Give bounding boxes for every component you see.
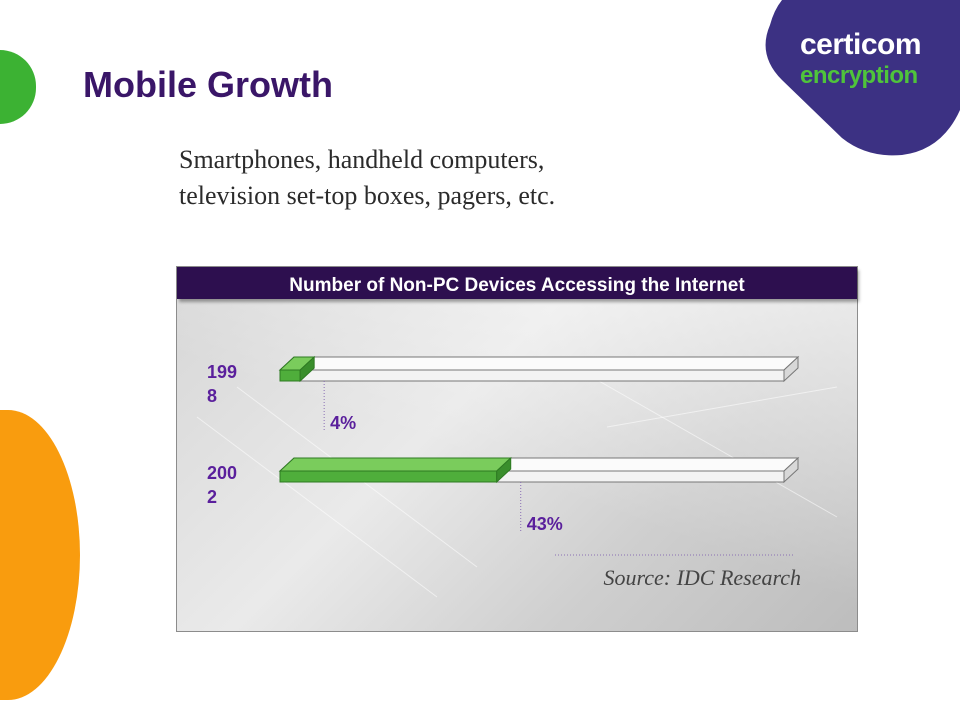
- data-label: 43%: [527, 514, 563, 534]
- category-label: 2: [207, 487, 217, 507]
- bar-track-top: [278, 356, 800, 371]
- bar-end: [496, 456, 512, 484]
- green-accent-shape: [0, 50, 36, 124]
- bar-end: [299, 355, 315, 383]
- bar: [279, 470, 498, 483]
- subtitle-line-2: television set-top boxes, pagers, etc.: [179, 181, 556, 210]
- bar-track-end: [783, 456, 799, 484]
- logo-name: certicom: [800, 28, 922, 61]
- source-text: Source: IDC Research: [603, 565, 801, 590]
- subtitle: Smartphones, handheld computers, televis…: [179, 142, 699, 214]
- certicom-logo: [765, 0, 960, 156]
- bar-chart: 4% 199 8 43% 200 2 Source: IDC Research: [196, 355, 838, 598]
- category-label: 199: [207, 362, 237, 382]
- chart-title: Number of Non-PC Devices Accessing the I…: [177, 267, 857, 299]
- page-title: Mobile Growth: [83, 64, 333, 105]
- category-label: 200: [207, 463, 237, 483]
- subtitle-line-1: Smartphones, handheld computers,: [179, 145, 545, 174]
- data-label: 4%: [330, 413, 356, 433]
- bar-top: [278, 457, 512, 472]
- bar-track: [279, 369, 785, 382]
- background-lines: [196, 356, 838, 598]
- bar: [279, 369, 301, 382]
- category-label: 8: [207, 386, 217, 406]
- bar-track-end: [783, 355, 799, 383]
- logo-tagline: encryption: [800, 62, 918, 89]
- orange-accent-shape: [0, 410, 80, 700]
- chart-panel: 4% 199 8 43% 200 2 Source: IDC Research Number…: [176, 266, 858, 632]
